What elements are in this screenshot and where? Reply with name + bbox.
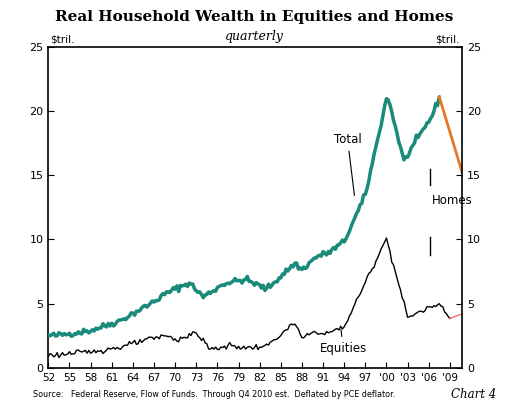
Text: $tril.: $tril. — [50, 35, 75, 45]
Text: $tril.: $tril. — [436, 35, 460, 45]
Text: Equities: Equities — [320, 329, 367, 355]
Text: Source:   Federal Reserve, Flow of Funds.  Through Q4 2010 est.  Deflated by PCE: Source: Federal Reserve, Flow of Funds. … — [33, 390, 395, 399]
Text: quarterly: quarterly — [225, 30, 284, 43]
Text: Real Household Wealth in Equities and Homes: Real Household Wealth in Equities and Ho… — [55, 10, 454, 24]
Text: Homes: Homes — [432, 194, 473, 207]
Text: Total: Total — [333, 132, 361, 195]
Text: Chart 4: Chart 4 — [451, 388, 496, 401]
